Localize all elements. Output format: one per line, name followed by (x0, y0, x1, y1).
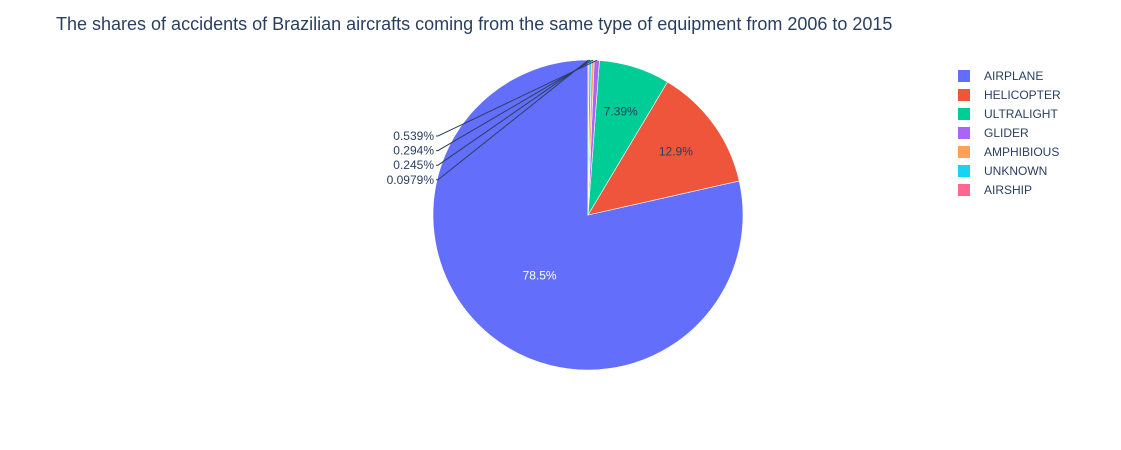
slice-label-unknown: 0.245% (393, 158, 434, 172)
slice-label-airship: 0.0979% (387, 173, 435, 187)
legend-item-unknown[interactable]: UNKNOWN (958, 161, 1061, 180)
slice-label-ultralight: 7.39% (604, 105, 638, 119)
legend-label: GLIDER (984, 125, 1029, 140)
legend-item-airplane[interactable]: AIRPLANE (958, 66, 1061, 85)
legend-label: AMPHIBIOUS (984, 144, 1060, 159)
legend: AIRPLANE HELICOPTER ULTRALIGHT GLIDER AMPHIB… (958, 66, 1061, 199)
legend-label: UNKNOWN (984, 163, 1048, 178)
leader-line-unknown (436, 59, 591, 166)
legend-swatch (958, 183, 970, 196)
slice-label-airplane: 78.5% (523, 269, 557, 283)
legend-item-glider[interactable]: GLIDER (958, 123, 1061, 142)
legend-item-helicopter[interactable]: HELICOPTER (958, 85, 1061, 104)
legend-label: ULTRALIGHT (984, 106, 1058, 121)
legend-swatch (958, 88, 970, 101)
legend-item-airship[interactable]: AIRSHIP (958, 180, 1061, 199)
chart-title: The shares of accidents of Brazilian air… (56, 14, 893, 34)
slice-label-helicopter: 12.9% (659, 144, 693, 158)
leader-line-amphibious (436, 59, 594, 152)
legend-swatch (958, 145, 970, 158)
pie-slice-helicopter[interactable] (587, 81, 740, 216)
slice-label-amphibious: 0.294% (393, 144, 434, 158)
leader-line-glider (436, 59, 598, 137)
legend-swatch (958, 164, 970, 177)
legend-label: AIRPLANE (984, 68, 1044, 83)
legend-item-ultralight[interactable]: ULTRALIGHT (958, 104, 1061, 123)
leader-line-airship (436, 59, 589, 181)
legend-label: AIRSHIP (984, 182, 1033, 197)
legend-swatch (958, 69, 970, 82)
slice-label-glider: 0.539% (393, 129, 434, 143)
legend-item-amphibious[interactable]: AMPHIBIOUS (958, 142, 1061, 161)
legend-label: HELICOPTER (984, 87, 1061, 102)
legend-swatch (958, 126, 970, 139)
legend-swatch (958, 107, 970, 120)
